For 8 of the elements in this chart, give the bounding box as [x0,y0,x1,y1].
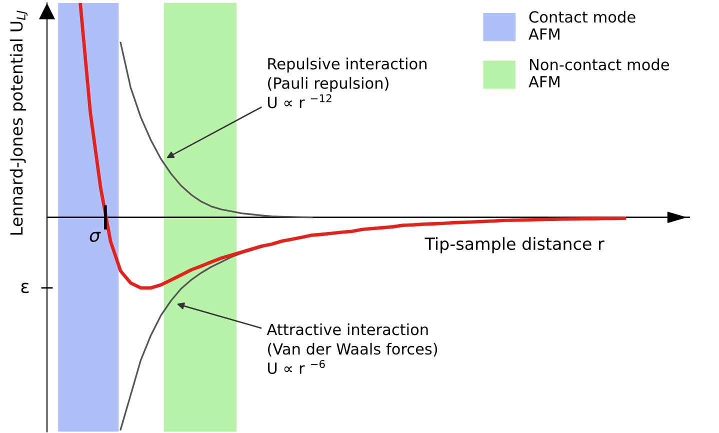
annotation: σ [90,232,101,242]
annotation: Non-contact mode AFM [528,58,669,88]
annotation: Contact mode AFM [528,10,636,40]
y-axis-title: Lennard-Jones potential U$_{LJ}$ [10,10,28,235]
annotation: Repulsive interaction (Pauli repulsion) U ∝ r $^{−12}$ [268,58,426,108]
text: ε [21,282,29,294]
x-axis-title: Tip-sample distance r [424,237,604,254]
annotation: Attractive interaction (Van der Waals forces) U ∝ r $^{−6}$ [266,323,438,374]
